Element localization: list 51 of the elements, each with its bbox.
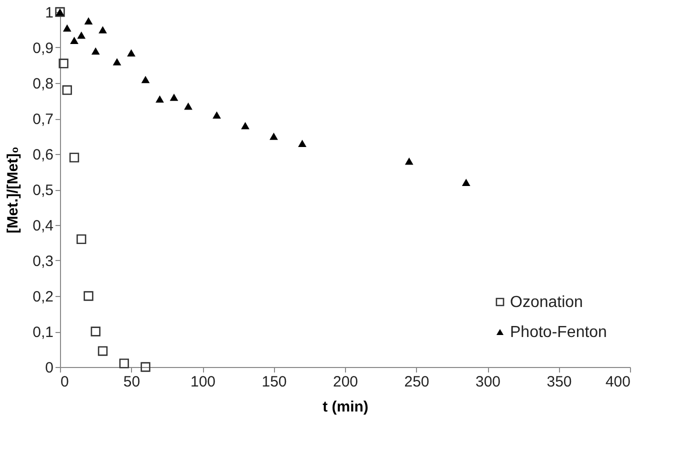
point — [270, 132, 278, 140]
point — [98, 346, 108, 356]
y-tick-label: 0,4 — [32, 218, 54, 234]
y-tick-label: 0,7 — [32, 111, 54, 128]
point — [170, 94, 178, 101]
point — [184, 102, 192, 110]
point — [112, 58, 122, 66]
y-tick-label: 0,3 — [32, 253, 54, 270]
y-tick-label: 0,9 — [32, 40, 54, 57]
y-tick-label: 0,1 — [32, 324, 54, 341]
point — [141, 76, 150, 84]
y-tick-label: 0,8 — [32, 76, 54, 92]
y-axis-title: [Met.]/[Met]₀ — [4, 146, 22, 234]
point — [77, 31, 86, 39]
point — [90, 326, 100, 336]
y-tick-label: 0,2 — [32, 288, 54, 306]
y-tick-label: 1 — [45, 4, 54, 22]
legend-label: Ozonation — [510, 294, 583, 311]
point — [462, 178, 470, 186]
y-tick-label: 0,5 — [32, 182, 54, 199]
point — [241, 122, 250, 130]
point — [140, 362, 150, 372]
point — [69, 152, 80, 162]
x-tick-label: 200 — [332, 374, 358, 390]
x-tick-label: 100 — [190, 374, 216, 390]
x-tick-label: 50 — [123, 374, 140, 390]
legend-label: Photo-Fenton — [510, 324, 607, 341]
x-tick-label: 0 — [60, 374, 69, 390]
x-axis-title: t (min) — [322, 398, 368, 416]
x-tick-label: 250 — [404, 374, 430, 390]
point — [127, 49, 136, 56]
x-tick-label: 400 — [605, 374, 630, 390]
point — [404, 157, 414, 165]
point — [84, 291, 94, 301]
point — [58, 58, 68, 68]
point — [70, 36, 78, 44]
point — [84, 17, 93, 24]
point — [91, 47, 100, 55]
y-tick-label: 0,6 — [32, 146, 54, 164]
x-tick-label: 150 — [262, 374, 287, 390]
point — [156, 95, 164, 103]
point — [76, 234, 86, 244]
y-tick-label: 0 — [45, 360, 54, 376]
point — [62, 85, 72, 95]
x-tick-label: 350 — [546, 374, 572, 390]
point — [62, 24, 72, 32]
point — [212, 111, 221, 119]
point — [98, 26, 107, 34]
point — [298, 140, 306, 147]
point — [119, 358, 129, 368]
x-tick-label: 300 — [475, 374, 501, 390]
